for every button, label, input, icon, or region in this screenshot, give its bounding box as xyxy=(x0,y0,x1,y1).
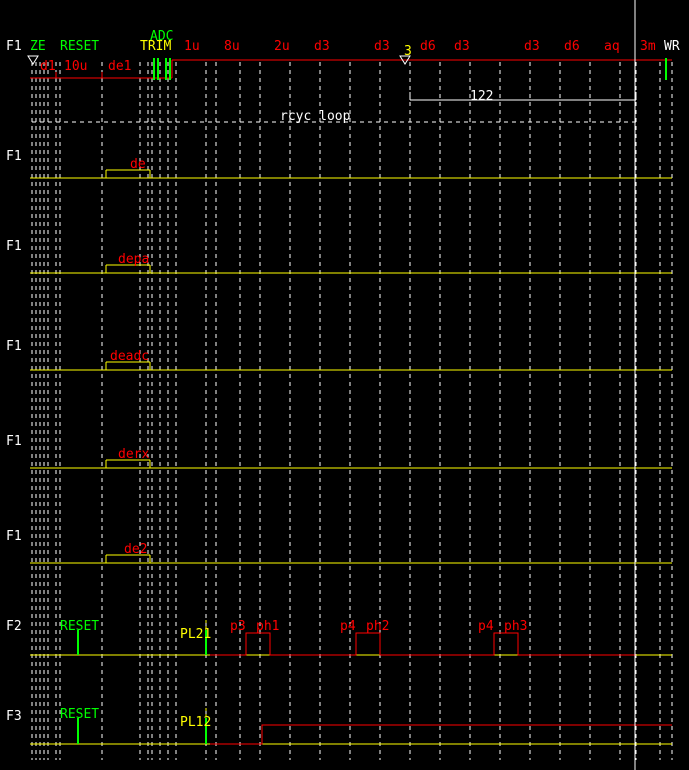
channel-label-F1b: F1 xyxy=(6,149,22,164)
f2-pl21-label: PL21 xyxy=(180,627,211,642)
header-red-3m: 3m xyxy=(640,39,656,54)
header-red-d6_2: d6 xyxy=(564,39,580,54)
annotation-122: 122 xyxy=(470,89,493,104)
f2-reset-label: RESET xyxy=(60,619,99,634)
header-red-d3_3: d3 xyxy=(454,39,470,54)
signal-label-de: de xyxy=(130,157,146,172)
f2-pulse-label-ph3: ph3 xyxy=(504,619,527,634)
header-yellow-trim: TRIM xyxy=(140,39,171,54)
channel-label-F1e: F1 xyxy=(6,434,22,449)
signal-label-derx: derx xyxy=(118,447,149,462)
channel-label-F2: F2 xyxy=(6,619,22,634)
row0-red-10u: 10u xyxy=(64,59,87,74)
f2-pulse-label-p4a: p4 xyxy=(340,619,356,634)
header-green-reset: RESET xyxy=(60,39,99,54)
channel-label-F3: F3 xyxy=(6,709,22,724)
header-red-2u: 2u xyxy=(274,39,290,54)
signal-label-de2: de2 xyxy=(124,542,147,557)
header-red-1u_a: 1u xyxy=(184,39,200,54)
header-yellow-num3: 3 xyxy=(404,44,412,59)
channel-label-F1a: F1 xyxy=(6,39,22,54)
row0-red-d1: d1 xyxy=(40,59,56,74)
signal-label-depa: depa xyxy=(118,252,149,267)
f2-red-trace xyxy=(210,633,636,655)
f3-pl12-label: PL12 xyxy=(180,715,211,730)
f3-red-trace xyxy=(210,725,672,744)
header-red-d3_4: d3 xyxy=(524,39,540,54)
f2-pulse-label-ph1: ph1 xyxy=(256,619,279,634)
header-red-8u: 8u xyxy=(224,39,240,54)
header-green-ze: ZE xyxy=(30,39,46,54)
header-red-d3_2: d3 xyxy=(374,39,390,54)
row0-red-de1: de1 xyxy=(108,59,131,74)
channel-label-F1c: F1 xyxy=(6,239,22,254)
f2-pulse-label-p3: p3 xyxy=(230,619,246,634)
header-red-d3_1: d3 xyxy=(314,39,330,54)
pulse-sequence-diagram: F1F1F1F1F1F1F2F3ZERESETADCTRIM3WR1u8u2ud… xyxy=(0,0,689,770)
header-wr: WR xyxy=(664,39,680,54)
header-red-aq: aq xyxy=(604,39,620,54)
annotation-rcyc: rcyc loop xyxy=(280,109,351,124)
f2-pulse-label-p4b: p4 xyxy=(478,619,494,634)
channel-label-F1f: F1 xyxy=(6,529,22,544)
f3-reset-label: RESET xyxy=(60,707,99,722)
header-red-d6_1: d6 xyxy=(420,39,436,54)
signal-label-deadc: deadc xyxy=(110,349,149,364)
f2-pulse-label-ph2: ph2 xyxy=(366,619,389,634)
channel-label-F1d: F1 xyxy=(6,339,22,354)
